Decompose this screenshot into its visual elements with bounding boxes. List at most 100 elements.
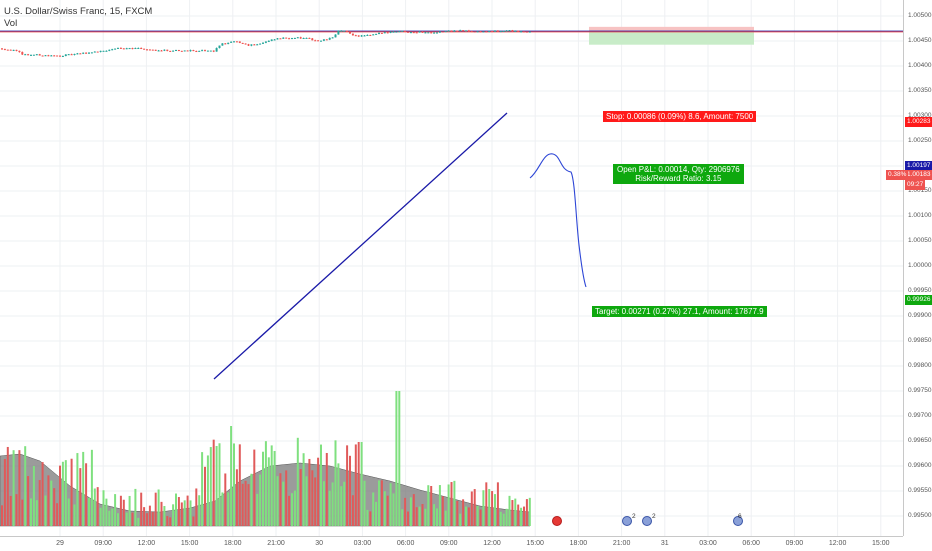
volume-bar	[195, 488, 198, 526]
volume-bar	[372, 492, 375, 526]
volume-bar	[189, 500, 192, 526]
volume-bar	[198, 495, 201, 526]
candle-body	[250, 44, 253, 46]
candle-body	[117, 47, 119, 49]
volume-bar	[15, 494, 18, 526]
volume-bar	[70, 458, 73, 526]
volume-bar	[247, 484, 250, 526]
risk-reward-label: Risk/Reward Ratio: 3.15	[635, 174, 722, 183]
event-flag-us-3[interactable]	[733, 516, 743, 526]
volume-bar	[346, 445, 349, 526]
candle-body	[331, 37, 334, 39]
volume-bar	[325, 452, 328, 526]
stop-label[interactable]: Stop: 0.00086 (0.09%) 8.6, Amount: 7500	[603, 111, 757, 122]
candle-body	[320, 40, 322, 42]
candle-body	[198, 50, 201, 52]
volume-bar	[82, 451, 85, 526]
candle-body	[322, 39, 325, 41]
volume-bar	[18, 450, 21, 526]
volume-bar	[119, 495, 122, 526]
candle-body	[488, 31, 491, 33]
candle-body	[447, 30, 450, 32]
volume-bar	[508, 495, 511, 526]
candle-body	[398, 31, 401, 33]
candle-body	[88, 52, 90, 54]
volume-bar	[93, 488, 96, 526]
volume-bar	[386, 495, 389, 526]
candle-body	[328, 37, 331, 40]
volume-indicator-label[interactable]: Vol	[4, 18, 18, 29]
candle-body	[395, 31, 398, 33]
volume-bar	[151, 511, 154, 526]
volume-bar	[227, 492, 230, 526]
volume-bar	[340, 486, 343, 526]
volume-bar	[409, 497, 412, 526]
candle-body	[267, 40, 270, 42]
candle-body	[6, 49, 9, 51]
price-tick-label: 1.00250	[908, 137, 932, 144]
candle-body	[467, 30, 470, 32]
price-tick-label: 0.99500	[908, 512, 932, 519]
volume-bar	[436, 508, 438, 526]
volume-bar	[412, 494, 415, 526]
time-tick-label: 15:00	[872, 540, 890, 547]
candle-body	[192, 50, 195, 52]
price-tick-label: 1.00150	[908, 187, 932, 194]
target-label[interactable]: Target: 0.00271 (0.27%) 27.1, Amount: 17…	[592, 306, 767, 317]
price-axis[interactable]: 0.99500 0.99550 0.99600 0.99650 0.99700 0.997…	[903, 0, 932, 536]
volume-bar	[354, 444, 357, 526]
candle-body	[317, 40, 320, 42]
volume-bar	[264, 441, 267, 526]
candle-body	[262, 42, 264, 44]
stop-price-tag: 1.00283	[905, 117, 932, 127]
candle-body	[244, 43, 247, 45]
volume-bar	[212, 439, 215, 526]
volume-bar	[24, 446, 27, 526]
volume-bar	[160, 501, 163, 526]
volume-bar	[163, 506, 166, 526]
candle-body	[517, 30, 520, 32]
candle-body	[465, 30, 467, 32]
symbol-title[interactable]: U.S. Dollar/Swiss Franc, 15, FXCM	[4, 6, 153, 17]
time-axis[interactable]: 29 09:00 12:00 15:00 18:00 21:00 30 03:00 06:00 0…	[0, 536, 903, 551]
volume-bar	[204, 466, 206, 526]
volume-bar	[44, 495, 47, 526]
volume-bar	[273, 450, 276, 526]
candle-body	[291, 38, 293, 40]
candle-body	[311, 38, 314, 41]
open-pnl-box[interactable]: Open P&L: 0.00014, Qty: 2906976 Risk/Rew…	[613, 164, 744, 184]
volume-bar	[502, 513, 505, 526]
candle-body	[343, 30, 346, 32]
volume-bar	[215, 446, 218, 526]
candle-body	[424, 32, 427, 34]
candle-body	[50, 55, 53, 57]
volume-bar	[183, 500, 186, 526]
volume-bar	[177, 497, 180, 526]
volume-bar	[192, 516, 195, 526]
chart-grid	[0, 0, 903, 536]
candle-body	[172, 50, 175, 52]
price-tick-label: 0.99800	[908, 362, 932, 369]
price-chart[interactable]	[0, 0, 903, 536]
candle-body	[502, 31, 505, 33]
trendline	[213, 112, 508, 380]
candle-body	[206, 50, 209, 52]
volume-bar	[505, 508, 508, 526]
volume-bar	[114, 494, 117, 526]
time-tick-label: 31	[660, 540, 669, 547]
event-flag-us-2[interactable]	[642, 516, 652, 526]
volume-bar	[491, 491, 494, 526]
candle-body	[386, 32, 389, 34]
volume-bar	[293, 490, 296, 526]
volume-bar	[320, 444, 322, 526]
event-flag-us-1[interactable]	[622, 516, 632, 526]
candle-body	[35, 54, 38, 56]
volume-bar	[424, 508, 427, 526]
volume-bar	[140, 492, 143, 526]
candle-body	[76, 53, 79, 55]
event-flag-red[interactable]	[552, 516, 562, 526]
current-change-tag: 0.38%	[886, 170, 909, 180]
candle-body	[259, 43, 262, 45]
volume-bar	[235, 469, 238, 526]
